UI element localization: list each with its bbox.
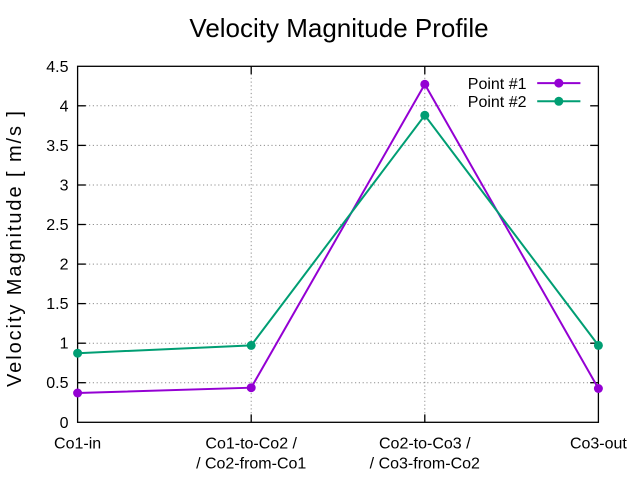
svg-text:3.5: 3.5 bbox=[46, 138, 68, 155]
svg-text:Co3-out: Co3-out bbox=[570, 435, 627, 452]
svg-text:1: 1 bbox=[60, 336, 69, 353]
svg-text:4: 4 bbox=[60, 98, 69, 115]
svg-text:Co2-to-Co3 /: Co2-to-Co3 / bbox=[379, 435, 471, 452]
svg-text:Point #1: Point #1 bbox=[468, 76, 527, 93]
svg-text:3: 3 bbox=[60, 178, 69, 195]
svg-text:4.5: 4.5 bbox=[46, 59, 68, 76]
svg-text:2: 2 bbox=[60, 257, 69, 274]
svg-text:0: 0 bbox=[60, 415, 69, 432]
svg-text:2.5: 2.5 bbox=[46, 217, 68, 234]
svg-text:/ Co3-from-Co2: / Co3-from-Co2 bbox=[370, 456, 480, 473]
svg-text:Velocity Magnitude Profile: Velocity Magnitude Profile bbox=[189, 13, 488, 43]
svg-text:0.5: 0.5 bbox=[46, 375, 68, 392]
svg-text:Velocity Magnitude [ m/s ]: Velocity Magnitude [ m/s ] bbox=[4, 111, 26, 387]
svg-text:/ Co2-from-Co1: / Co2-from-Co1 bbox=[196, 456, 306, 473]
svg-text:Point #2: Point #2 bbox=[468, 94, 527, 111]
svg-text:1.5: 1.5 bbox=[46, 296, 68, 313]
svg-text:Co1-in: Co1-in bbox=[54, 435, 101, 452]
svg-text:Co1-to-Co2 /: Co1-to-Co2 / bbox=[205, 435, 297, 452]
